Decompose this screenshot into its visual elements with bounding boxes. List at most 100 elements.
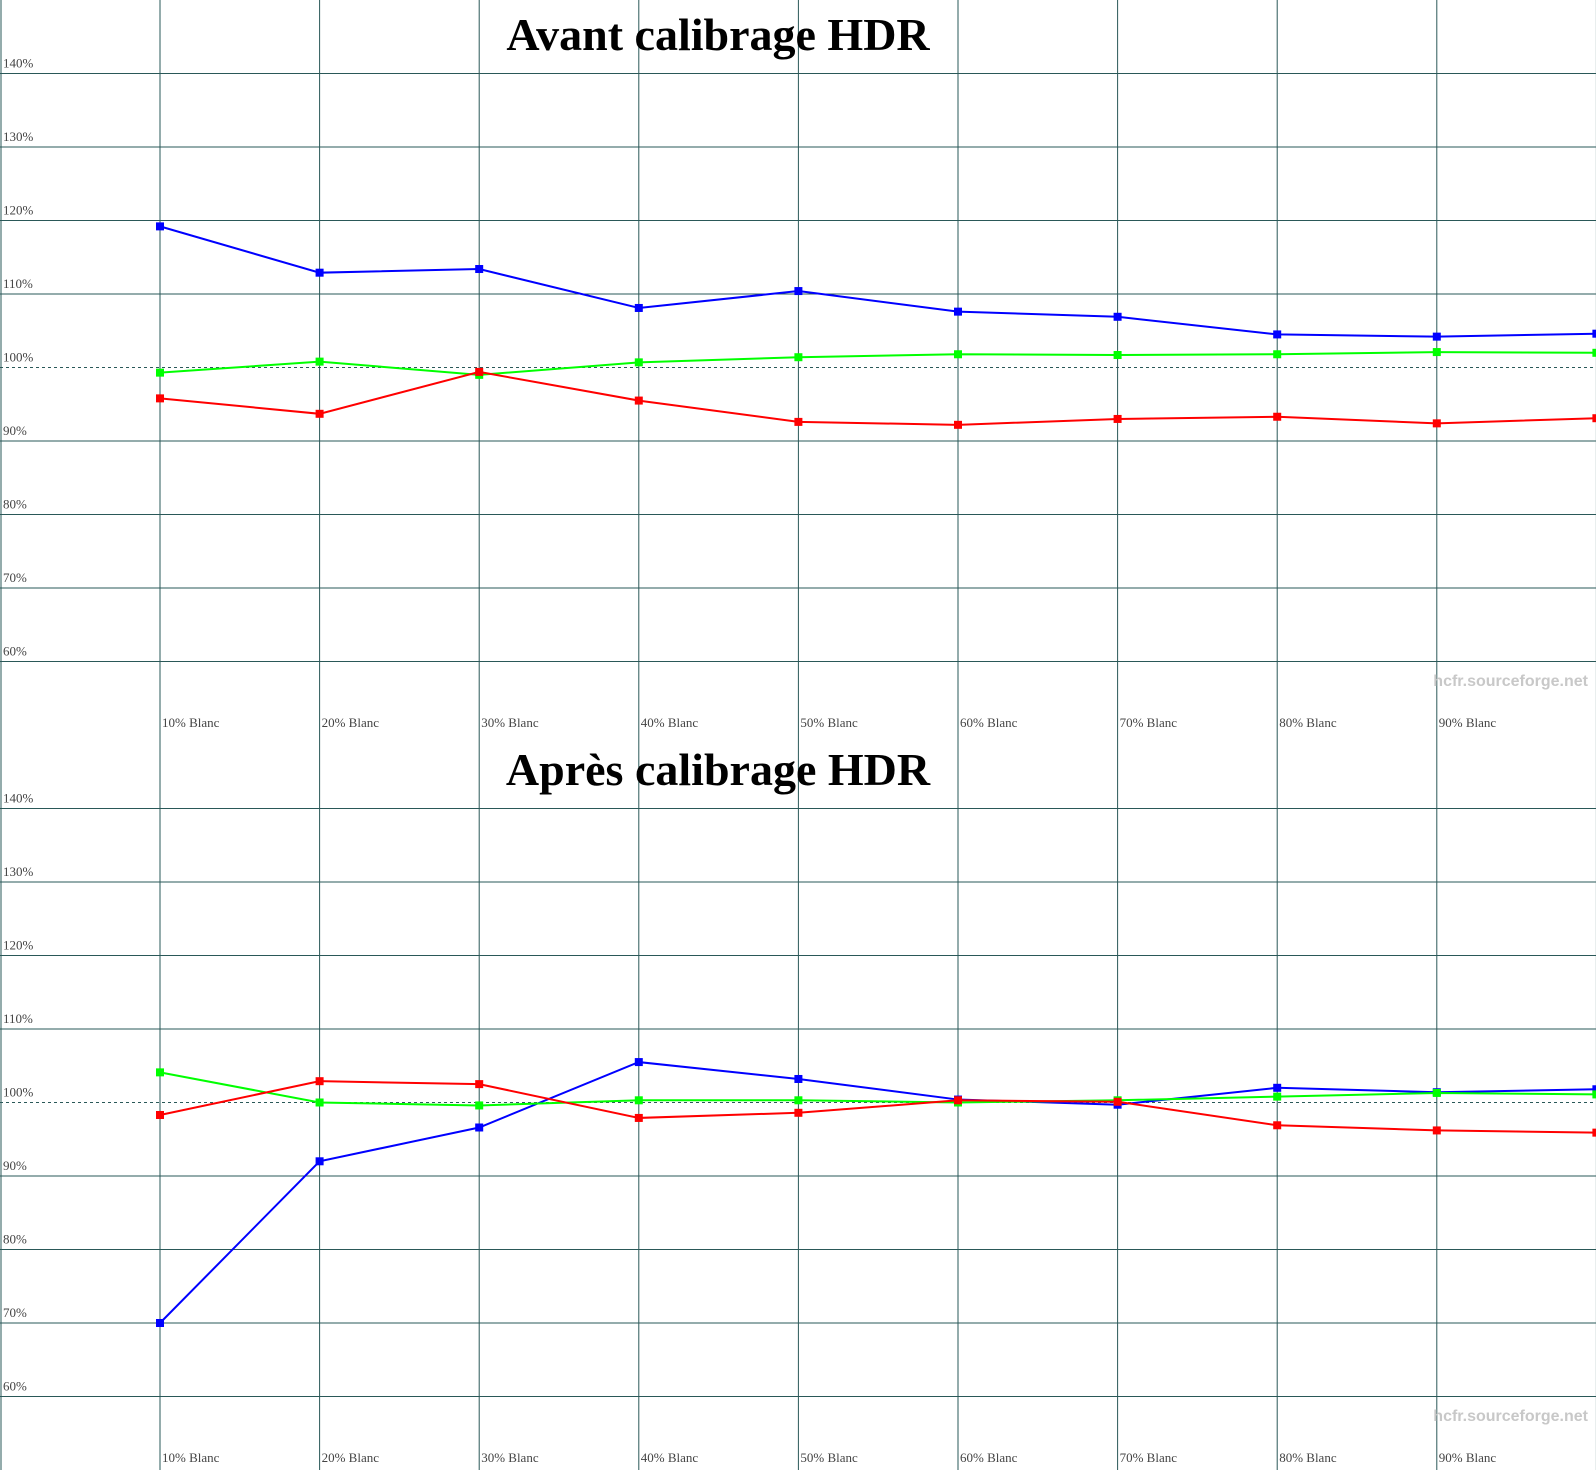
point-marker: [1273, 350, 1282, 359]
point-marker: [1113, 351, 1122, 360]
x-tick-label: 10% Blanc: [162, 715, 220, 730]
y-tick-label: 90%: [3, 1158, 27, 1173]
point-marker: [1273, 412, 1282, 421]
point-marker: [1113, 312, 1122, 321]
y-tick-label: 140%: [3, 56, 34, 71]
y-tick-label: 130%: [3, 129, 34, 144]
x-tick-label: 60% Blanc: [960, 715, 1018, 730]
x-tick-label: 70% Blanc: [1120, 1450, 1178, 1465]
point-marker: [1113, 414, 1122, 423]
point-marker: [315, 268, 324, 277]
point-marker: [1273, 1092, 1282, 1101]
y-tick-label: 80%: [3, 1232, 27, 1247]
y-tick-label: 70%: [3, 570, 27, 585]
point-marker: [794, 417, 803, 426]
point-marker: [794, 1074, 803, 1083]
point-marker: [954, 1096, 962, 1105]
x-tick-label: 40% Blanc: [641, 1450, 699, 1465]
point-marker: [475, 1123, 484, 1132]
point-marker: [156, 1068, 164, 1077]
x-tick-label: 50% Blanc: [800, 715, 858, 730]
y-tick-label: 60%: [3, 644, 27, 659]
point-marker: [1592, 348, 1596, 357]
point-marker: [1273, 1121, 1282, 1130]
watermark: hcfr.sourceforge.net: [1433, 673, 1588, 690]
y-tick-label: 70%: [3, 1305, 27, 1320]
point-marker: [954, 307, 962, 316]
point-marker: [315, 357, 324, 366]
x-tick-label: 20% Blanc: [322, 715, 380, 730]
point-marker: [1432, 348, 1441, 357]
y-tick-label: 120%: [3, 203, 34, 218]
y-tick-label: 60%: [3, 1379, 27, 1394]
point-marker: [475, 265, 484, 274]
point-marker: [315, 1157, 324, 1166]
point-marker: [475, 1080, 484, 1089]
point-marker: [634, 358, 643, 367]
point-marker: [634, 303, 643, 312]
series-line: [159, 1061, 1596, 1324]
point-marker: [1273, 330, 1282, 339]
x-tick-label: 70% Blanc: [1120, 715, 1178, 730]
series-line: [159, 1080, 1596, 1134]
x-tick-label: 30% Blanc: [481, 715, 539, 730]
y-tick-label: 120%: [3, 938, 34, 953]
y-tick-label: 80%: [3, 497, 27, 512]
series-line: [159, 351, 1596, 376]
point-marker: [1592, 1090, 1596, 1099]
point-marker: [1273, 1083, 1282, 1092]
x-tick-label: 90% Blanc: [1439, 1450, 1497, 1465]
point-marker: [954, 420, 962, 429]
x-tick-label: 10% Blanc: [162, 1450, 220, 1465]
point-marker: [794, 287, 803, 296]
point-marker: [794, 353, 803, 362]
x-tick-label: 80% Blanc: [1279, 1450, 1337, 1465]
point-marker: [475, 367, 484, 376]
series-line: [159, 1071, 1596, 1107]
x-tick-label: 50% Blanc: [800, 1450, 858, 1465]
x-tick-label: 40% Blanc: [641, 715, 699, 730]
point-marker: [1432, 1088, 1441, 1097]
point-marker: [954, 350, 962, 359]
point-marker: [156, 368, 164, 377]
y-tick-label: 130%: [3, 864, 34, 879]
point-marker: [156, 222, 164, 231]
x-tick-label: 80% Blanc: [1279, 715, 1337, 730]
point-marker: [1432, 1126, 1441, 1135]
point-marker: [794, 1108, 803, 1117]
point-marker: [1592, 414, 1596, 423]
y-tick-label: 140%: [3, 791, 34, 806]
point-marker: [475, 1101, 484, 1110]
point-marker: [315, 409, 324, 418]
point-marker: [315, 1077, 324, 1086]
x-tick-label: 20% Blanc: [322, 1450, 380, 1465]
point-marker: [1432, 419, 1441, 428]
point-marker: [634, 1096, 643, 1105]
point-marker: [1432, 332, 1441, 341]
point-marker: [634, 1113, 643, 1122]
point-marker: [1592, 1085, 1596, 1094]
watermark: hcfr.sourceforge.net: [1433, 1408, 1588, 1425]
x-tick-label: 30% Blanc: [481, 1450, 539, 1465]
point-marker: [634, 1058, 643, 1067]
x-tick-label: 60% Blanc: [960, 1450, 1018, 1465]
y-tick-label: 100%: [3, 1085, 34, 1100]
y-tick-label: 90%: [3, 423, 27, 438]
series-line: [159, 225, 1596, 338]
point-marker: [794, 1096, 803, 1105]
point-marker: [1592, 329, 1596, 338]
series-line: [159, 370, 1596, 426]
point-marker: [156, 394, 164, 403]
point-marker: [1592, 1128, 1596, 1137]
y-tick-label: 110%: [3, 1011, 33, 1026]
y-tick-label: 110%: [3, 276, 33, 291]
y-tick-label: 100%: [3, 350, 34, 365]
chart-title: Après calibrage HDR: [506, 744, 931, 795]
point-marker: [634, 396, 643, 405]
point-marker: [156, 1319, 164, 1327]
point-marker: [315, 1098, 324, 1107]
point-marker: [156, 1110, 164, 1119]
point-marker: [1113, 1097, 1122, 1106]
